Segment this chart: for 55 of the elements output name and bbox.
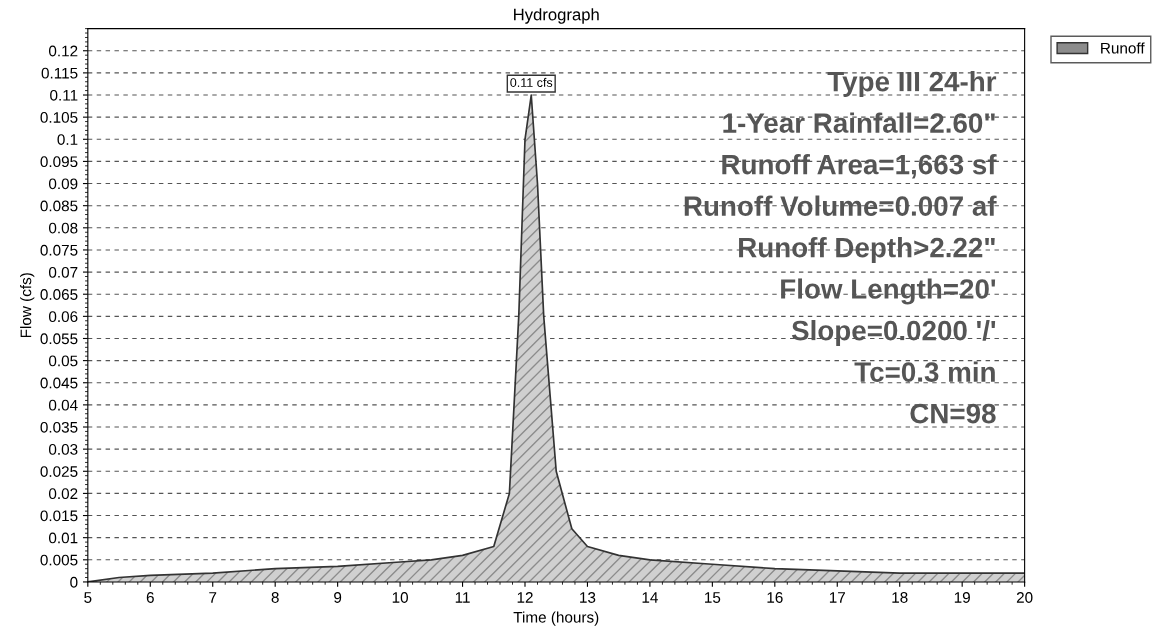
y-tick-label: 0.045 [40, 377, 78, 389]
x-tick-label: 16 [767, 592, 783, 603]
annotation: Runoff Volume=0.007 af [684, 195, 997, 216]
x-tick-label: 12 [517, 592, 533, 603]
x-tick-label: 5 [84, 592, 92, 603]
annotation: Tc=0.3 min [854, 361, 995, 382]
y-tick-label: 0.025 [40, 466, 78, 477]
x-tick-label: 19 [954, 592, 970, 603]
x-tick-label: 13 [580, 592, 596, 603]
chart-title: Hydrograph [514, 8, 599, 24]
y-tick-label: 0.055 [40, 333, 78, 345]
y-tick-label: 0.12 [48, 45, 78, 57]
x-tick-label: 11 [455, 592, 470, 603]
x-axis-title: Time (hours) [513, 611, 599, 626]
y-tick-label: 0.115 [41, 67, 78, 79]
y-tick-label: 0.02 [48, 488, 78, 500]
annotation: Slope=0.0200 '/' [791, 320, 996, 346]
y-tick-label: 0 [70, 576, 78, 588]
y-tick-label: 0.09 [48, 178, 78, 190]
x-tick-label: 6 [146, 592, 154, 603]
legend-label: Runoff [1101, 42, 1145, 54]
x-tick-label: 15 [705, 592, 721, 603]
y-tick-label: 0.015 [40, 510, 78, 522]
y-tick-label: 0.065 [40, 289, 78, 300]
x-tick-label: 18 [892, 592, 908, 603]
y-axis-title: Flow (cfs) [20, 273, 35, 338]
annotation: Type III 24-hr [827, 71, 997, 97]
x-tick-label: 17 [829, 592, 845, 603]
annotation: Runoff Area=1,663 sf [722, 154, 997, 179]
annotation: 0.11 cfs [510, 77, 553, 87]
y-tick-label: 0.105 [40, 112, 78, 123]
y-tick-label: 0.035 [40, 421, 78, 433]
x-tick-label: 14 [642, 592, 658, 603]
y-tick-label: 0.01 [48, 532, 78, 544]
annotation: Flow Length=20' [781, 278, 996, 305]
x-tick-label: 9 [334, 592, 342, 603]
x-tick-label: 7 [209, 592, 217, 603]
y-tick-label: 0.07 [48, 266, 78, 278]
y-tick-label: 0.11 [50, 89, 78, 101]
y-tick-label: 0.005 [40, 554, 78, 566]
x-tick-label: 20 [1016, 592, 1033, 603]
y-tick-label: 0.075 [40, 244, 78, 256]
y-tick-label: 0.03 [48, 444, 78, 455]
y-tick-label: 0.04 [48, 399, 78, 411]
x-tick-label: 8 [271, 592, 279, 603]
y-tick-label: 0.1 [57, 134, 78, 145]
y-tick-label: 0.05 [48, 355, 78, 367]
y-tick-label: 0.095 [40, 156, 78, 168]
y-tick-label: 0.085 [40, 200, 78, 212]
y-tick-label: 0.08 [48, 222, 78, 234]
annotation: CN=98 [910, 403, 996, 424]
y-tick-label: 0.06 [48, 311, 78, 323]
annotation: 1-Year Rainfall=2.60" [723, 112, 995, 133]
annotation: Runoff Depth>2.22" [739, 237, 995, 263]
x-tick-label: 10 [392, 592, 408, 603]
